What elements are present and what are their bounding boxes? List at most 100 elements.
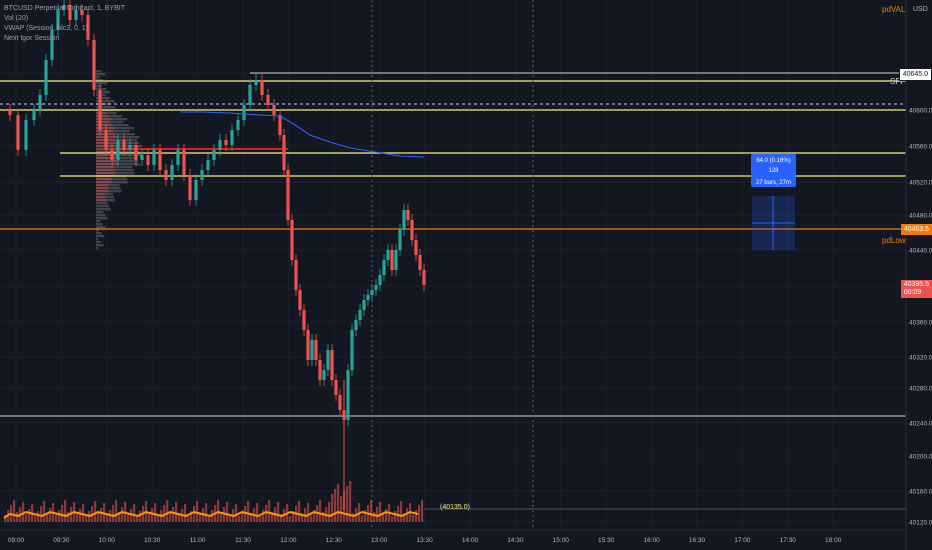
- candle-body: [16, 115, 20, 150]
- candle-body: [230, 130, 234, 145]
- candle-body: [242, 105, 246, 120]
- volume-bar: [190, 511, 193, 522]
- candle-body: [418, 255, 422, 270]
- volume-bar: [67, 512, 70, 522]
- vp-bar: [96, 244, 104, 247]
- price-tick-label: 40280.0: [909, 386, 932, 393]
- candle-body: [44, 60, 48, 95]
- legend-session[interactable]: Next Igor Session: [4, 35, 60, 42]
- candle-body: [402, 210, 406, 230]
- volume-bar: [298, 501, 301, 522]
- volume-bar: [115, 500, 118, 522]
- volume-bar: [403, 513, 406, 522]
- volume-bar: [385, 509, 388, 522]
- horizontal-levels[interactable]: [0, 72, 906, 417]
- vp-bar: [96, 229, 99, 232]
- volume-bar: [151, 508, 154, 522]
- vp-bar: [96, 190, 122, 193]
- time-tick-label: 10:30: [144, 537, 161, 544]
- volume-bar: [82, 504, 85, 522]
- vp-bar: [96, 217, 108, 220]
- vp-bar: [96, 226, 106, 229]
- time-tick-label: 11:00: [190, 537, 206, 544]
- volume-bar: [271, 512, 274, 522]
- volume-bar: [208, 515, 211, 522]
- candle-body: [410, 220, 414, 240]
- volume-bar: [418, 505, 421, 522]
- vp-bar-red: [96, 196, 106, 199]
- legend-vwap[interactable]: VWAP (Session, hlc3, 0, 1): [4, 25, 89, 32]
- volume-bar: [265, 505, 268, 522]
- volume-bar: [406, 508, 409, 522]
- legend-vol[interactable]: Vol (20): [4, 15, 29, 22]
- volume-bar: [85, 516, 88, 522]
- time-axis[interactable]: 09:00 09:30 10:00 10:30 11:00 11:30 12:00 12:30…: [8, 537, 842, 544]
- vp-bar: [96, 130, 130, 133]
- volume-bar: [346, 486, 349, 522]
- candle-body: [278, 115, 282, 135]
- label-pdval: pdVAL: [882, 5, 906, 14]
- volume-bar: [289, 516, 292, 522]
- time-tick-label: 14:00: [462, 537, 479, 544]
- label-vol-value: (40135.0): [440, 504, 470, 511]
- vp-bar: [96, 70, 102, 73]
- measure-line-2: 27 bars, 27m: [755, 180, 792, 186]
- price-tag-current-price: 40395.5: [903, 281, 929, 288]
- vp-bar: [96, 214, 106, 217]
- vp-bar: [96, 112, 117, 115]
- volume-bar: [169, 512, 172, 522]
- volume-bar: [178, 514, 181, 522]
- candle-body: [24, 120, 28, 150]
- measure-tooltip[interactable]: 64.0 (0.16%) 128 27 bars, 27m: [751, 154, 796, 187]
- candle-body: [346, 370, 350, 420]
- vp-bar: [96, 73, 106, 76]
- candle-body: [294, 260, 298, 290]
- vp-bar-red: [96, 160, 118, 163]
- volume-bar: [130, 509, 133, 522]
- vp-bar: [96, 118, 128, 121]
- volume-bar: [238, 516, 241, 522]
- vp-bar-red: [96, 157, 117, 160]
- candle-body: [164, 170, 168, 180]
- candle-body: [116, 140, 120, 160]
- volume-bar: [349, 481, 352, 522]
- vp-bar-red: [96, 166, 115, 169]
- candle-body: [406, 210, 410, 220]
- candle-body: [318, 360, 322, 380]
- volume-bar: [259, 515, 262, 522]
- candle-body: [290, 220, 294, 260]
- volume-bar: [148, 513, 151, 522]
- candle-body: [32, 110, 36, 120]
- volume-bar: [382, 514, 385, 522]
- candle-body: [334, 380, 338, 395]
- volume-bar: [46, 513, 49, 522]
- volume-bar: [37, 511, 40, 522]
- volume-bar: [196, 501, 199, 522]
- vp-bar: [96, 211, 104, 214]
- volume-bar: [61, 505, 64, 522]
- volume-bar: [157, 515, 160, 522]
- volume-bar: [322, 512, 325, 522]
- candle-body: [182, 150, 186, 175]
- price-axis[interactable]: 40645.040600.040560.040520.040480.040440…: [909, 71, 932, 527]
- candle-body: [326, 350, 330, 370]
- volume-bar: [55, 515, 58, 522]
- vp-bar: [96, 133, 135, 136]
- volume-bar: [415, 510, 418, 522]
- vp-bar: [96, 106, 116, 109]
- price-tag-current-time: 00:09: [903, 289, 922, 296]
- volume-bar: [340, 496, 343, 522]
- time-tick-label: 10:00: [99, 537, 116, 544]
- time-tick-label: 09:30: [53, 537, 70, 544]
- volume-bar: [76, 514, 79, 522]
- candle-body: [110, 150, 114, 160]
- candle-body: [80, 10, 84, 15]
- legend-symbol[interactable]: BTCUSD Perpetual Contract, 1, BYBIT: [4, 5, 125, 12]
- candle-body: [350, 330, 354, 370]
- volume-bar: [361, 515, 364, 522]
- candle-body: [140, 155, 144, 160]
- candle-body: [254, 80, 258, 85]
- candle-body: [298, 290, 302, 310]
- candle-body: [362, 300, 366, 310]
